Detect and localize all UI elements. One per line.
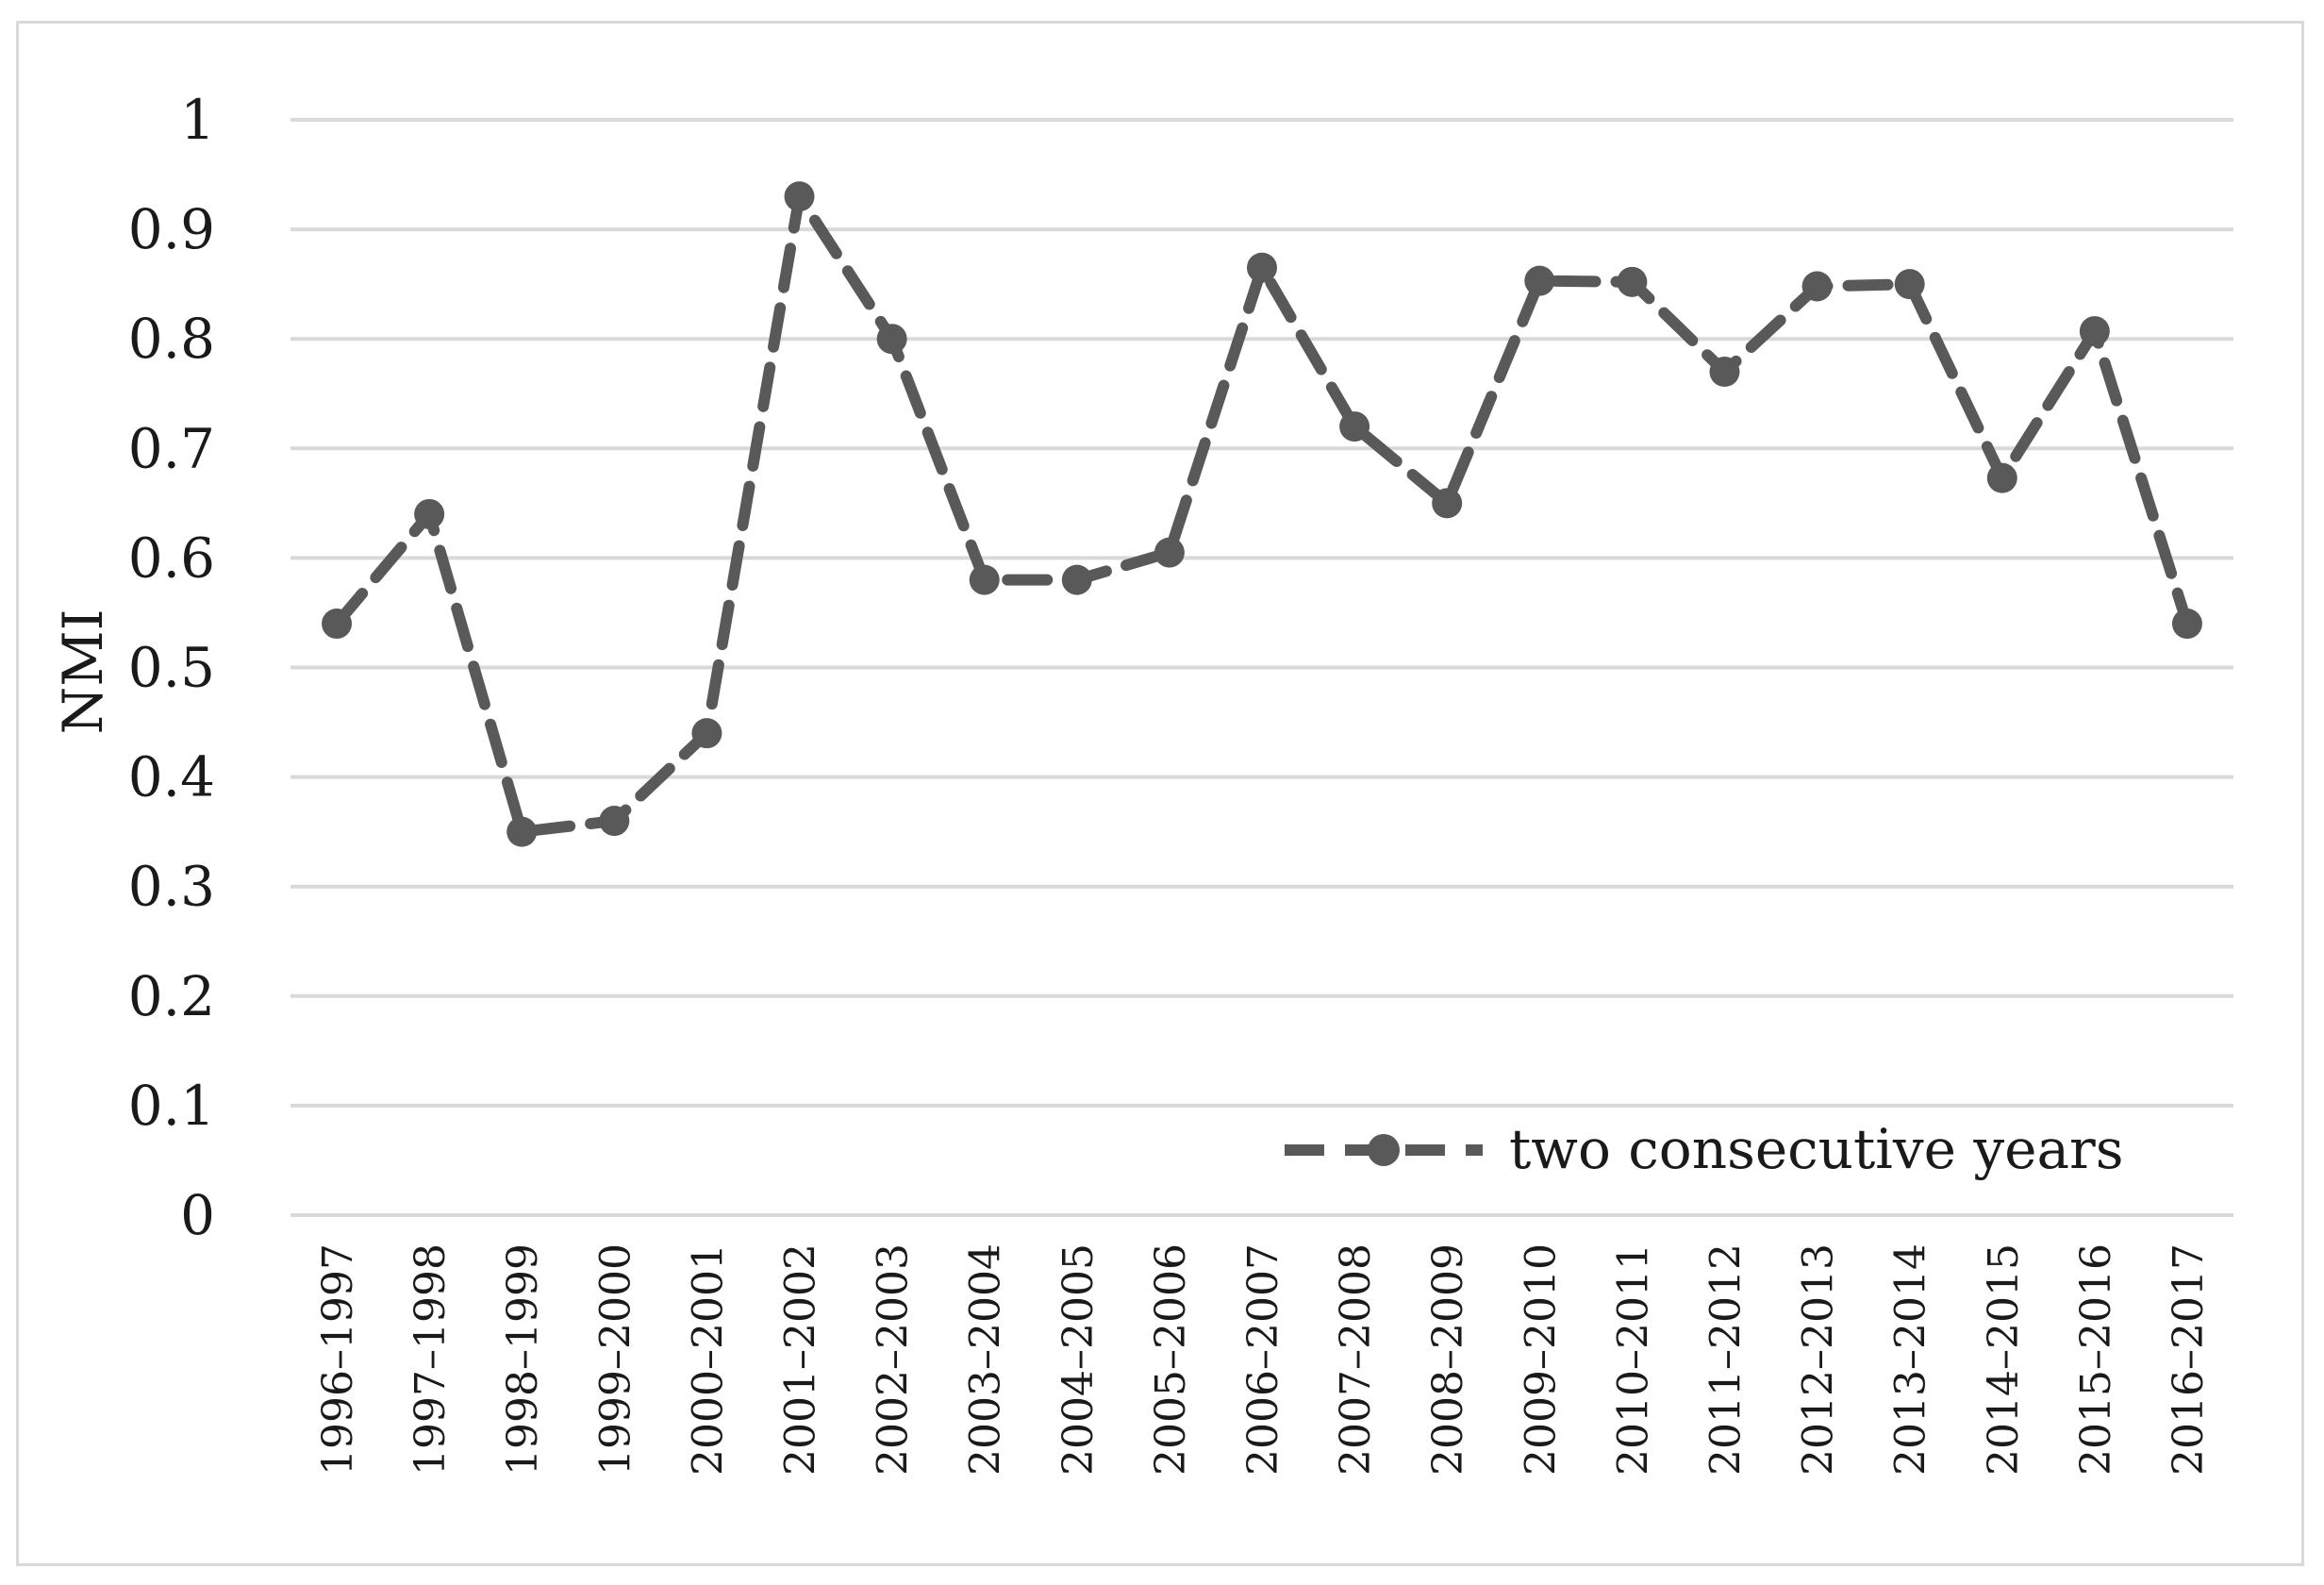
- x-tick-label: 2015–2016: [2072, 1243, 2120, 1476]
- x-tick-label: 2000–2001: [684, 1243, 732, 1476]
- data-point: [2171, 609, 2202, 640]
- data-point: [1061, 564, 1092, 595]
- x-tick-label: 2011–2012: [1702, 1243, 1750, 1476]
- x-tick-label: 2002–2003: [870, 1243, 918, 1476]
- x-tick-label: 1999–2000: [591, 1243, 639, 1476]
- data-point: [691, 718, 722, 749]
- x-tick-label: 2012–2013: [1795, 1243, 1843, 1476]
- x-tick-label: 2001–2002: [777, 1243, 825, 1476]
- data-point: [969, 564, 1000, 595]
- gridlines: [290, 118, 2233, 1217]
- data-point: [1154, 537, 1185, 568]
- y-tick-label: 0.1: [128, 1074, 215, 1138]
- y-tick-label: 0: [180, 1183, 215, 1247]
- series-layer: [322, 181, 2202, 847]
- y-tick-label: 0.3: [128, 855, 215, 919]
- x-tick-label: 2005–2006: [1147, 1243, 1195, 1476]
- legend-marker-swatch: [1368, 1134, 1400, 1166]
- y-tick-label: 0.4: [128, 745, 215, 809]
- data-point: [1247, 252, 1277, 283]
- data-point: [599, 806, 630, 837]
- x-tick-label: 1998–1999: [499, 1243, 547, 1476]
- y-tick-label: 0.7: [128, 416, 215, 480]
- y-tick-label: 0.8: [128, 307, 215, 371]
- data-point: [1524, 265, 1555, 296]
- data-point: [1801, 271, 1833, 302]
- legend-label: two consecutive years: [1509, 1117, 2124, 1181]
- x-tick-label: 2004–2005: [1054, 1243, 1103, 1476]
- data-point: [1894, 269, 1925, 300]
- y-tick-label: 0.2: [128, 964, 215, 1028]
- x-tick-label: 2014–2015: [1980, 1243, 2028, 1476]
- x-tick-label: 2008–2009: [1424, 1243, 1472, 1476]
- x-tick-label: 2003–2004: [962, 1243, 1010, 1476]
- data-point: [784, 181, 815, 212]
- data-point: [506, 816, 538, 847]
- y-tick-label: 1: [180, 88, 215, 152]
- x-tick-label: 2007–2008: [1332, 1243, 1380, 1476]
- y-axis-title: NMI: [51, 609, 115, 734]
- y-tick-label: 0.6: [128, 526, 215, 590]
- data-point: [1986, 462, 2017, 493]
- x-tick-label: 2006–2007: [1239, 1243, 1287, 1476]
- x-axis-ticks: 1996–1997 1997–1998 1998–1999 1999–2000 2000…: [314, 1243, 2213, 1476]
- legend: two consecutive years: [1285, 1117, 2124, 1181]
- data-point: [1432, 488, 1463, 519]
- y-tick-label: 0.9: [128, 197, 215, 261]
- x-tick-label: 2016–2017: [2165, 1243, 2213, 1476]
- x-tick-label: 1996–1997: [314, 1243, 362, 1476]
- y-tick-label: 0.5: [128, 636, 215, 700]
- data-point: [2079, 316, 2110, 347]
- data-point: [1617, 266, 1648, 297]
- x-tick-label: 2009–2010: [1517, 1243, 1565, 1476]
- x-tick-label: 2013–2014: [1887, 1243, 1935, 1476]
- x-tick-label: 1997–1998: [407, 1243, 455, 1476]
- data-point: [1339, 411, 1370, 442]
- data-point: [322, 609, 353, 640]
- data-point: [414, 498, 445, 529]
- data-point: [876, 324, 907, 355]
- data-point: [1709, 357, 1740, 388]
- x-tick-label: 2010–2011: [1609, 1243, 1657, 1476]
- y-axis-ticks: 0 0.1 0.2 0.3 0.4 0.5 0.6 0.7 0.8 0.9 1: [128, 88, 215, 1247]
